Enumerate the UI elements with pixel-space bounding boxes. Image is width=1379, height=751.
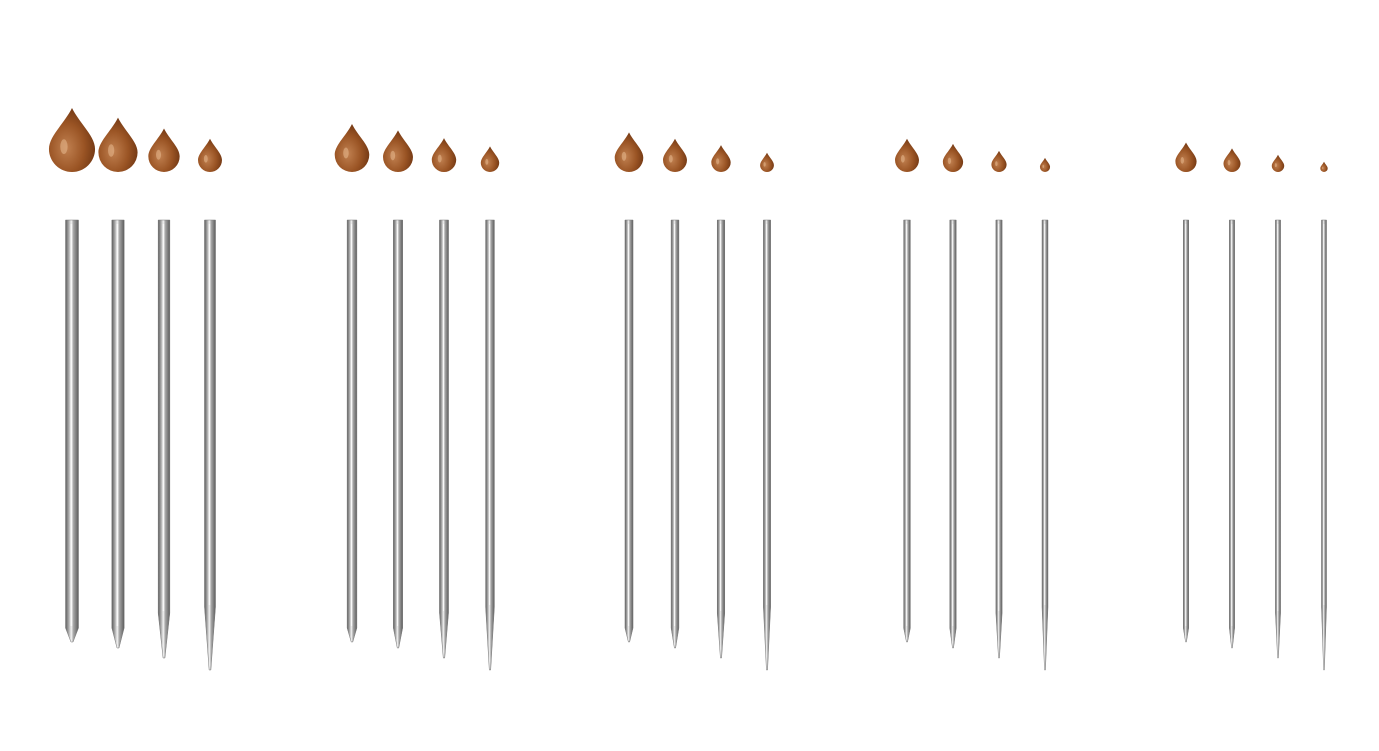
droplet-icon <box>1175 142 1197 172</box>
droplet-icon <box>383 130 413 173</box>
droplet-highlight <box>716 158 720 165</box>
droplet-icon <box>1320 161 1328 172</box>
droplet-icon <box>334 124 370 173</box>
droplet-highlight <box>947 157 952 165</box>
droplet-icon <box>148 128 180 172</box>
droplet-highlight <box>485 158 489 165</box>
droplet-highlight <box>1042 164 1045 169</box>
droplet-icon <box>48 108 96 172</box>
needle-group <box>48 108 222 671</box>
needle-group <box>895 138 1051 671</box>
droplet-icon <box>198 138 222 172</box>
droplet-icon <box>431 138 457 173</box>
droplet-highlight <box>900 154 905 163</box>
droplet-highlight <box>108 144 115 157</box>
droplet-highlight <box>995 161 998 167</box>
droplet-highlight <box>203 154 208 163</box>
needle-group <box>334 124 500 671</box>
needle-groups <box>48 108 1328 671</box>
droplet-icon <box>711 145 731 173</box>
droplet-highlight <box>60 139 68 155</box>
droplet-icon <box>1039 157 1051 173</box>
droplet-icon <box>760 152 774 172</box>
droplet-icon <box>895 138 919 172</box>
droplet-highlight <box>1227 159 1231 166</box>
droplet-icon <box>480 146 500 172</box>
droplet-highlight <box>156 149 162 160</box>
droplet-highlight <box>390 150 396 161</box>
droplet-icon <box>614 132 644 172</box>
droplet-highlight <box>1322 166 1324 170</box>
droplet-highlight <box>621 151 627 161</box>
droplet-icon <box>942 143 964 172</box>
droplet-icon <box>991 150 1007 173</box>
droplet-highlight <box>668 154 673 163</box>
droplet-icon <box>1223 148 1241 172</box>
droplet-highlight <box>763 162 766 167</box>
needle-group <box>614 132 774 671</box>
droplet-icon <box>663 138 687 172</box>
droplet-icon <box>98 117 138 173</box>
droplet-highlight <box>1180 156 1184 164</box>
droplet-highlight <box>343 147 349 159</box>
needle-group <box>1175 142 1328 671</box>
droplet-icon <box>1271 154 1285 173</box>
droplet-highlight <box>437 154 442 163</box>
droplet-highlight <box>1274 163 1277 168</box>
